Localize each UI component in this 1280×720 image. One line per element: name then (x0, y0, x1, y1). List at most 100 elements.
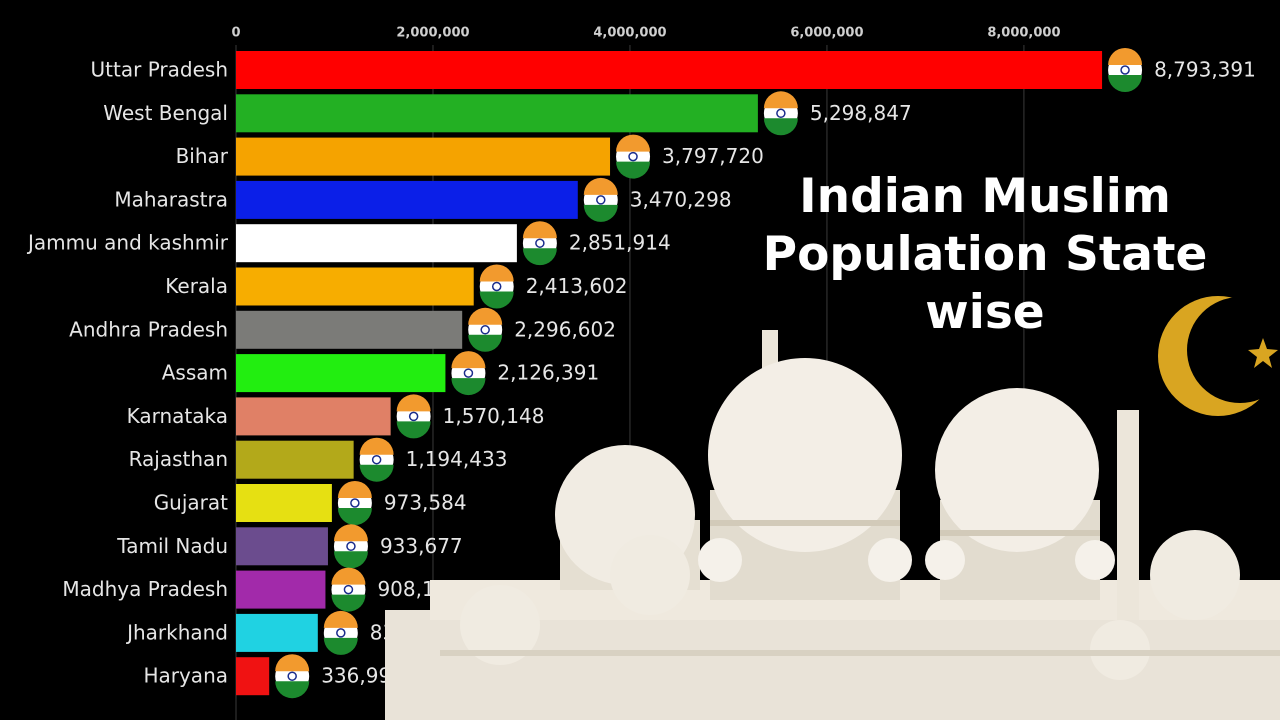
flag-green (451, 378, 486, 396)
bar (236, 657, 270, 696)
flag-icon (331, 567, 366, 612)
chart-layer: 0 2,000,000 4,000,000 6,000,000 8,000,000 Utt… (26, 26, 1256, 720)
x-tick-label: 6,000,000 (790, 26, 863, 41)
flag-icon (275, 654, 310, 699)
bar (236, 527, 328, 566)
flag-icon (1108, 48, 1143, 92)
value-label: 2,413,602 (526, 274, 628, 298)
y-tick-label: Gujarat (154, 491, 228, 515)
bar (236, 137, 611, 176)
flag-saffron (396, 394, 431, 412)
y-tick-label: Karnataka (127, 404, 228, 428)
flag-chakra (343, 584, 354, 595)
bar (236, 51, 1103, 89)
flag-green (359, 464, 394, 482)
flag-icon (468, 307, 503, 352)
flag-saffron (337, 481, 372, 498)
y-tick-label: Haryana (143, 664, 228, 688)
flag-saffron (359, 437, 394, 455)
y-tick-label: Bihar (176, 144, 229, 168)
flag-green (583, 204, 618, 222)
value-label: 1,570,148 (443, 404, 545, 428)
value-label: 2,296,602 (514, 317, 616, 341)
y-tick-label: Jammu and kashmir (26, 231, 229, 255)
flag-icon (616, 134, 651, 179)
y-tick-label: Madhya Pradesh (62, 577, 228, 601)
flag-icon (337, 481, 372, 525)
y-tick-label: Jharkhand (125, 620, 228, 644)
flag-saffron (333, 524, 368, 542)
flag-saffron (522, 221, 557, 239)
y-tick-label: Tamil Nadu (116, 534, 228, 558)
bar (236, 310, 463, 349)
flag-saffron (583, 177, 618, 195)
flag-chakra (480, 325, 490, 335)
flag-saffron (1108, 48, 1143, 65)
flag-saffron (331, 567, 366, 585)
flag-chakra (350, 498, 360, 508)
flag-icon (323, 610, 358, 655)
flag-green (763, 118, 798, 136)
flag-chakra (535, 238, 545, 248)
y-tick-label: West Bengal (103, 101, 228, 125)
bar (236, 267, 474, 306)
flag-chakra (491, 281, 502, 292)
flag-chakra (776, 108, 786, 119)
flag-chakra (371, 454, 382, 465)
value-label: 2,851,914 (569, 231, 671, 255)
value-label: 973,584 (384, 491, 467, 515)
y-tick-label: Andhra Pradesh (69, 317, 228, 341)
x-tick-label: 4,000,000 (593, 26, 666, 41)
chart-title: Indian Muslim Population State wise (762, 169, 1208, 340)
y-tick-label: Kerala (165, 274, 228, 298)
flag-icon (763, 91, 798, 136)
flag-green (1108, 75, 1143, 92)
flag-chakra (287, 671, 297, 681)
x-tick-label: 2,000,000 (396, 26, 469, 41)
flag-saffron (763, 91, 798, 109)
flag-saffron (275, 654, 310, 672)
bar (236, 484, 332, 522)
bar (236, 613, 318, 652)
flag-chakra (628, 151, 638, 162)
flag-green (479, 291, 514, 309)
flag-chakra (596, 195, 606, 205)
y-tick-label: Assam (162, 361, 228, 385)
value-label: 8,793,391 (1154, 58, 1256, 82)
flag-icon (396, 394, 431, 439)
flag-chakra (336, 628, 346, 638)
flag-saffron (451, 351, 486, 369)
flag-green (333, 551, 368, 569)
flag-saffron (468, 307, 503, 325)
value-label: 5,298,847 (810, 101, 912, 125)
value-label: 2,126,391 (497, 361, 599, 385)
mosque-illustration (385, 330, 1280, 720)
bar (236, 397, 391, 436)
flag-chakra (463, 368, 474, 378)
bar (236, 440, 354, 479)
flag-green (396, 421, 431, 439)
bar (236, 180, 578, 219)
flag-green (337, 508, 372, 525)
flag-chakra (408, 411, 419, 422)
bar (236, 570, 326, 609)
y-tick-label: Uttar Pradesh (91, 58, 228, 82)
value-label: 933,677 (380, 534, 463, 558)
flag-icon (522, 221, 557, 266)
flag-chakra (1120, 65, 1130, 75)
x-tick-label: 0 (231, 26, 240, 41)
flag-icon (451, 351, 486, 396)
bar (236, 224, 517, 263)
flag-icon (333, 524, 368, 569)
flag-icon (479, 264, 514, 309)
flag-green (275, 681, 310, 699)
value-label: 3,797,720 (662, 144, 764, 168)
y-tick-label: Rajasthan (129, 447, 228, 471)
flag-green (616, 161, 651, 179)
flag-green (522, 248, 557, 266)
flag-icon (359, 437, 394, 482)
flag-saffron (616, 134, 651, 152)
flag-green (468, 334, 503, 352)
